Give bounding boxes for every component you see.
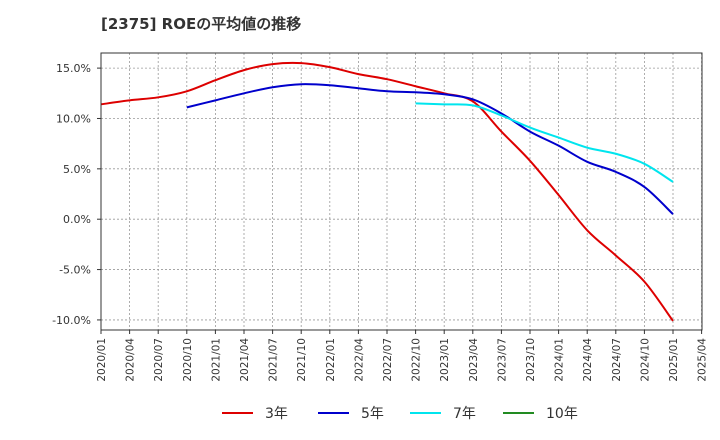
- y-tick-label: 5.0%: [63, 163, 91, 176]
- x-tick-label: 2025/04: [697, 338, 709, 382]
- x-axis-tick-labels: 2020/01 2020/04 2020/07 2020/10 2021/01 2021/…: [96, 330, 709, 382]
- x-tick-label: 2024/04: [582, 338, 594, 382]
- x-tick-label: 2021/04: [239, 338, 251, 382]
- y-tick-label: 0.0%: [63, 213, 91, 226]
- x-tick-label: 2025/01: [668, 338, 680, 382]
- x-tick-label: 2020/01: [96, 338, 108, 382]
- grid-lines: [101, 53, 702, 330]
- chart-title: [2375] ROEの平均値の推移: [101, 15, 302, 33]
- x-tick-label: 2022/10: [411, 338, 423, 382]
- y-tick-label: -5.0%: [59, 264, 91, 277]
- x-tick-label: 2024/07: [611, 338, 623, 382]
- series-line-7年: [415, 102, 674, 183]
- legend-label: 3年: [265, 406, 288, 422]
- x-tick-label: 2024/10: [639, 338, 651, 382]
- x-tick-label: 2023/01: [439, 338, 451, 382]
- x-tick-label: 2020/07: [153, 338, 165, 382]
- y-tick-label: 10.0%: [56, 112, 91, 125]
- x-tick-label: 2020/10: [182, 338, 194, 382]
- legend-label: 10年: [546, 406, 578, 422]
- y-axis-tick-labels: 15.0% 10.0% 5.0% 0.0% -5.0% -10.0%: [52, 62, 101, 327]
- x-tick-label: 2021/10: [296, 338, 308, 382]
- legend-label: 5年: [361, 406, 384, 422]
- x-tick-label: 2022/04: [353, 338, 365, 382]
- x-tick-label: 2021/01: [210, 338, 222, 382]
- x-tick-label: 2020/04: [125, 338, 137, 382]
- series-lines: [100, 61, 674, 322]
- x-tick-label: 2023/04: [468, 338, 480, 382]
- legend-label: 7年: [453, 406, 476, 422]
- y-tick-label: -10.0%: [52, 314, 91, 327]
- x-tick-label: 2022/01: [325, 338, 337, 382]
- series-line-3年: [100, 61, 674, 322]
- x-tick-label: 2021/07: [268, 338, 280, 382]
- y-tick-label: 15.0%: [56, 62, 91, 75]
- x-tick-label: 2022/07: [382, 338, 394, 382]
- plot-area-border: [100, 52, 703, 331]
- series-line-5年: [186, 83, 674, 215]
- legend: 3年 5年 7年 10年: [222, 406, 578, 422]
- x-tick-label: 2024/01: [554, 338, 566, 382]
- x-tick-label: 2023/10: [525, 338, 537, 382]
- x-tick-label: 2023/07: [496, 338, 508, 382]
